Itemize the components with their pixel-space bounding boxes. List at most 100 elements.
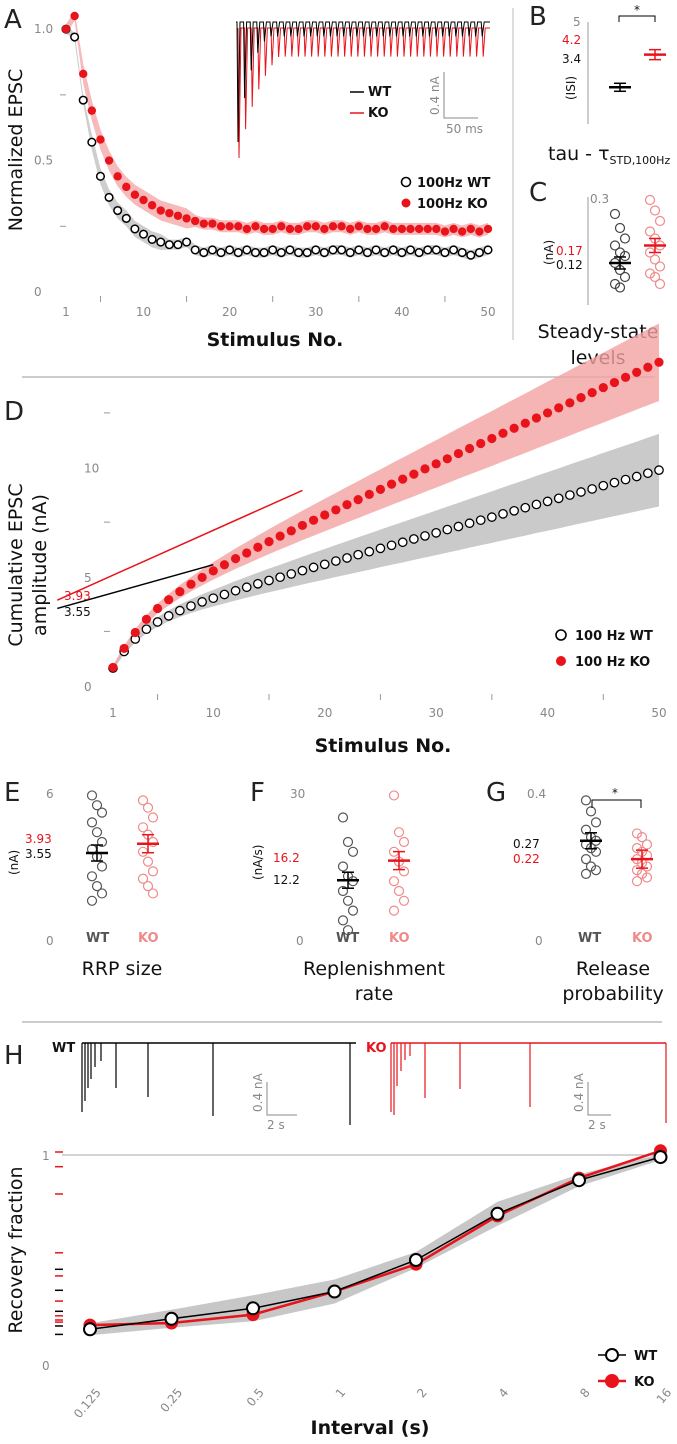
panel-a-wt-point <box>371 245 381 255</box>
panel-d-ko-point <box>286 526 296 536</box>
panel-a-ko-point <box>70 11 79 21</box>
panel-d-ko-point <box>208 566 218 576</box>
panel-a-wt-point <box>276 248 286 258</box>
panel-a-ko-point <box>156 206 165 215</box>
panel-c-wt-dot <box>609 240 621 251</box>
panel-a-wt-point <box>156 237 166 247</box>
panel-f-cat-ko: KO <box>389 931 410 946</box>
panel-d-ko-point <box>230 554 241 564</box>
panel-a-ko-point <box>346 224 355 234</box>
panel-a-ko-point <box>457 227 467 236</box>
panel-d-xticks: 1 10 20 30 40 50 <box>109 694 667 720</box>
panel-a-ko-point <box>311 222 320 231</box>
panel-h-ko-scale-bar <box>587 1082 611 1116</box>
panel-e-ko-dot <box>142 856 154 867</box>
legend-h-wt: WT <box>634 1349 657 1364</box>
panel-f-wt-value: 12.2 <box>273 873 300 887</box>
panel-e-wt-dot <box>96 836 108 848</box>
panel-a: Normalized EPSC Stimulus No. 0 0.5 1.0 1 10… <box>5 11 496 351</box>
panel-a-ko-point <box>354 222 364 231</box>
panel-a-ko-point <box>87 106 97 115</box>
panel-d-wt-point <box>464 518 475 529</box>
panel-f-ko-dot <box>398 895 410 906</box>
inset-ko-trace <box>237 27 490 159</box>
panel-e-ko-dot <box>147 888 159 899</box>
panel-a-wt-point <box>78 95 88 105</box>
panel-d-ko-point <box>320 510 330 520</box>
panel-d-wt-point <box>509 505 519 516</box>
panel-d-ko-point <box>409 469 419 479</box>
panel-a-wt-point <box>414 248 424 258</box>
panel-a-ytick: 0.5 <box>34 154 53 168</box>
panel-f-wt-dot <box>337 861 349 872</box>
panel-a-xticks: 1 10 20 30 40 50 <box>62 296 496 319</box>
legend-d-ko-marker <box>556 656 566 666</box>
panel-g-wt-dot <box>580 868 592 879</box>
panel-c-ko-dot <box>644 226 656 237</box>
panel-d-wt-point <box>409 534 419 544</box>
panel-d-wt-point <box>175 605 185 616</box>
panel-a-wt-point <box>216 248 226 258</box>
panel-d-ko-point <box>598 382 608 393</box>
panel-g: 0.4 0 0.27 0.22 * WT KO Release probabil… <box>513 786 664 1005</box>
panel-d-ko-point <box>542 408 553 418</box>
panel-label-f: F <box>250 778 265 808</box>
panel-d-ko-point <box>275 531 285 541</box>
panel-e-title: RRP size <box>82 958 163 980</box>
panel-d-ko-point <box>420 464 430 474</box>
panel-g-ko-dot <box>641 872 653 883</box>
panel-a-ko-point <box>113 172 122 181</box>
panel-d-ko-point <box>186 579 196 589</box>
panel-h-yticks: 01 <box>42 1149 50 1373</box>
panel-d-wt-point <box>230 585 241 596</box>
panel-d-wt-point <box>197 597 207 607</box>
panel-a-ko-point <box>139 195 148 205</box>
panel-h-wt-tick-marks <box>55 1268 63 1336</box>
panel-d-ko-point <box>398 474 408 484</box>
panel-d-wt-fit-line <box>57 563 214 610</box>
panel-d-ko-point <box>197 572 207 583</box>
panel-a-wt-point <box>405 245 416 255</box>
panel-h-xlabel: Interval (s) <box>311 1417 430 1439</box>
panel-f-ko-dot <box>388 876 400 887</box>
panel-a-xtick: 40 <box>394 305 409 319</box>
legend-a-ko: 100Hz KO <box>417 197 488 212</box>
panel-label-d: D <box>4 397 24 427</box>
panel-e-marks <box>86 790 159 906</box>
panel-f-ko-dot <box>388 790 400 801</box>
panel-a-wt-point <box>130 224 140 234</box>
panel-d-wt-point <box>442 524 453 535</box>
panel-d-wt-point <box>253 578 263 589</box>
panel-d-wt-band <box>113 433 659 671</box>
panel-e-ko-dot <box>147 812 159 823</box>
panel-a-ko-point <box>268 224 277 234</box>
panel-a-wt-point <box>457 248 467 258</box>
panel-d-wt-point <box>609 477 620 488</box>
inset-legend-wt: WT <box>368 85 391 100</box>
panel-a-wt-point <box>483 245 493 255</box>
panel-a-ko-point <box>165 208 174 218</box>
panel-a-ko-point <box>259 224 269 234</box>
panel-d-xtick: 50 <box>651 706 666 720</box>
panel-e-cat-ko: KO <box>138 931 159 946</box>
panel-c-wt-value: 0.12 <box>556 258 583 272</box>
panel-a-ytick: 1.0 <box>34 22 53 36</box>
panel-f-title2: rate <box>355 983 394 1005</box>
panel-h-wt-scale-bar <box>266 1082 297 1116</box>
panel-a-wt-point <box>207 245 217 255</box>
panel-d-wt-point <box>631 471 642 482</box>
panel-h-wt-line <box>89 1156 661 1331</box>
panel-d-ko-point <box>253 542 263 552</box>
panel-a-xtick: 30 <box>308 305 323 319</box>
panel-a-ko-point <box>225 222 234 231</box>
panel-c-title: Steady-state <box>538 321 659 343</box>
panel-h-ko-scale-y: 0.4 nA <box>572 1072 586 1112</box>
panel-a-wt-point <box>285 245 295 255</box>
panel-d-wt-point <box>297 565 308 576</box>
panel-c-wt-dot <box>614 282 626 293</box>
panel-a-xtick: 50 <box>480 305 495 319</box>
panel-d-wt-point <box>342 553 352 563</box>
panel-d-ko-point <box>264 536 274 547</box>
panel-b-xlabel: tau - τSTD,100Hz <box>548 143 670 167</box>
